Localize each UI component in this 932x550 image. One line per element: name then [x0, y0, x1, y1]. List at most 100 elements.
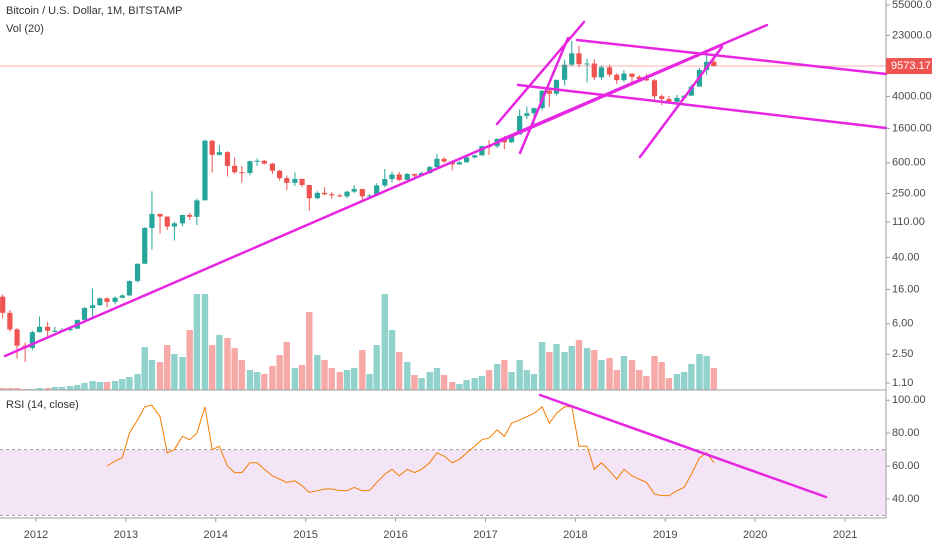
volume-bar	[680, 372, 688, 390]
volume-bar	[471, 378, 478, 390]
candle-body	[411, 173, 418, 176]
volume-bar	[216, 335, 223, 390]
candle-body	[194, 200, 200, 217]
volume-bar	[696, 354, 703, 390]
candle-body	[479, 146, 485, 156]
candle-body	[711, 61, 717, 67]
volume-bar	[620, 356, 628, 390]
volume-bar	[395, 352, 403, 390]
volume-bar	[141, 347, 148, 390]
y-tick-label: 23000.00	[892, 29, 932, 41]
candle-body	[659, 96, 665, 99]
candle-body	[441, 158, 447, 162]
candle-body	[517, 115, 523, 135]
volume-bar	[283, 342, 290, 390]
volume-layer	[0, 294, 718, 390]
candle-body	[149, 213, 155, 228]
volume-bar	[606, 358, 613, 390]
volume-bar	[148, 360, 156, 390]
trendline	[638, 45, 724, 159]
candle-body	[247, 161, 253, 174]
x-tick-label: 2015	[293, 529, 317, 541]
candle-body	[202, 140, 208, 201]
x-tick-label: 2017	[473, 529, 497, 541]
candle-body	[224, 152, 231, 166]
volume-bar	[6, 388, 14, 390]
volume-bar	[328, 368, 335, 390]
volume-bar	[598, 360, 605, 390]
volume-bar	[463, 380, 470, 390]
candle-body	[261, 160, 267, 164]
candle-layer	[0, 40, 886, 363]
volume-bar	[81, 383, 88, 390]
candle-body	[351, 188, 357, 192]
trendline	[516, 83, 888, 130]
candle-body	[97, 298, 103, 306]
candle-body	[621, 73, 627, 81]
volume-bar	[246, 370, 254, 390]
volume-bar	[591, 350, 598, 390]
candle-body	[142, 227, 148, 264]
candle-body	[434, 158, 440, 168]
volume-bar	[523, 370, 531, 390]
volume-bar	[171, 354, 178, 390]
volume-bar	[404, 362, 411, 390]
y-tick-label: 4000.00	[892, 90, 932, 102]
volume-bar	[575, 340, 583, 390]
candle-body	[284, 178, 290, 183]
candle-body	[134, 263, 141, 281]
candle-body	[126, 280, 133, 296]
volume-bar	[710, 368, 718, 390]
candle-body	[7, 312, 13, 330]
volume-bar	[508, 372, 515, 390]
y-tick-label: 16.00	[892, 283, 920, 295]
volume-bar	[651, 356, 658, 390]
candle-body	[366, 195, 373, 197]
candle-body	[90, 305, 96, 309]
volume-bar	[224, 338, 231, 390]
candle-body	[396, 174, 402, 180]
candle-body	[472, 155, 478, 158]
volume-bar	[314, 355, 321, 390]
y-tick-label: 1.10	[892, 377, 913, 389]
candle-body	[187, 214, 193, 217]
candle-body	[29, 332, 35, 348]
candle-body	[232, 165, 238, 173]
volume-bar	[96, 382, 103, 390]
volume-bar	[418, 378, 425, 390]
volume-bar	[688, 364, 695, 390]
x-tick-label: 2018	[563, 529, 587, 541]
volume-bar	[238, 360, 246, 390]
y-tick-label: 600.00	[892, 157, 926, 169]
candle-body	[104, 298, 110, 302]
candle-body	[359, 188, 365, 197]
volume-bar	[456, 384, 463, 390]
candle-body	[344, 191, 350, 197]
volume-bar	[164, 345, 171, 390]
volume-bar	[208, 345, 216, 390]
volume-bar	[89, 381, 96, 390]
volume-bar	[673, 374, 681, 390]
volume-bar	[306, 312, 313, 390]
candle-body	[239, 172, 245, 174]
volume-bar	[553, 344, 560, 390]
volume-bar	[193, 294, 201, 390]
candle-body	[584, 63, 590, 65]
volume-bar	[156, 362, 164, 390]
candle-body	[374, 185, 380, 196]
volume-bar	[411, 375, 418, 390]
volume-bar	[343, 370, 351, 390]
volume-bar	[276, 355, 283, 390]
volume-bar	[126, 377, 133, 390]
volume-bar	[13, 388, 21, 390]
volume-bar	[336, 372, 344, 390]
y-tick-label: 55000.00	[892, 0, 932, 11]
candle-body	[216, 152, 222, 155]
x-tick-label: 2021	[833, 529, 857, 541]
volume-bar	[186, 330, 193, 390]
x-tick-label: 2012	[24, 529, 48, 541]
candle-body	[164, 216, 170, 227]
candle-body	[299, 178, 305, 186]
volume-bar	[58, 387, 66, 390]
